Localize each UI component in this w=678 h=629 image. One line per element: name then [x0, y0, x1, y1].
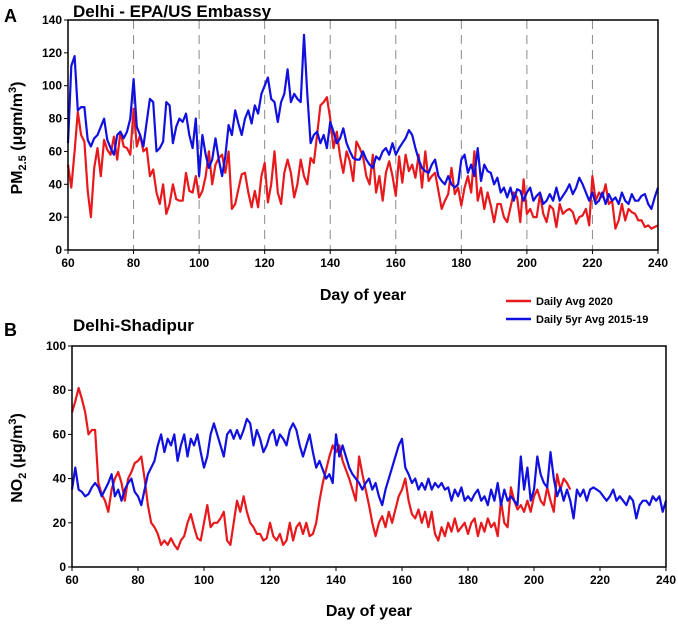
panel-b-x-axis-title: Day of year — [326, 603, 412, 620]
panel-b-x-ticks: 60 80 100 120 140 160 180 200 220 240 — [65, 567, 676, 587]
x-tick-label: 240 — [656, 573, 676, 587]
x-tick-label: 220 — [590, 573, 610, 587]
x-tick-label: 80 — [131, 573, 145, 587]
y-tick-label: 20 — [49, 210, 63, 224]
panel-b-y-ticks: 0 20 40 60 80 100 — [46, 339, 72, 574]
series-line-5yr-avg — [70, 417, 668, 520]
x-tick-label: 160 — [386, 256, 406, 270]
y-tick-label: 120 — [42, 46, 62, 60]
y-tick-label: 0 — [55, 243, 62, 257]
panel-b-plot-frame — [71, 345, 667, 568]
x-tick-label: 60 — [65, 573, 79, 587]
legend: Daily Avg 2020 Daily 5yr Avg 2015-19 — [506, 296, 648, 326]
panel-a-x-ticks: 60 80 100 120 140 160 180 200 220 240 — [61, 250, 668, 270]
y-tick-label: 60 — [53, 427, 67, 441]
x-tick-label: 240 — [648, 256, 668, 270]
panel-a-letter: A — [4, 6, 17, 26]
panel-a-y-ticks: 0 20 40 60 80 100 120 140 — [42, 13, 68, 257]
panel-a-series — [66, 33, 660, 230]
series-line-5yr-avg — [66, 33, 660, 210]
y-tick-label: 80 — [49, 112, 63, 126]
panel-b-chart: B Delhi-Shadipur 60 80 100 120 140 160 180 200 2… — [4, 316, 676, 620]
panel-a-plot-frame — [67, 19, 659, 251]
panel-b-letter: B — [4, 320, 17, 340]
panel-a-x-axis-title: Day of year — [320, 287, 406, 304]
panel-a-y-axis-title: PM2.5 (μgm/m3) — [7, 82, 29, 195]
panel-b-y-axis-title: NO2 (μg/m3) — [7, 413, 29, 503]
x-tick-label: 120 — [255, 256, 275, 270]
x-tick-label: 100 — [194, 573, 214, 587]
panel-a-title: Delhi - EPA/US Embassy — [73, 2, 272, 21]
x-tick-label: 160 — [392, 573, 412, 587]
x-tick-label: 120 — [260, 573, 280, 587]
y-tick-label: 80 — [53, 383, 67, 397]
y-tick-label: 100 — [46, 339, 66, 353]
x-tick-label: 60 — [61, 256, 75, 270]
y-tick-label: 0 — [59, 560, 66, 574]
y-tick-label: 100 — [42, 79, 62, 93]
y-tick-label: 140 — [42, 13, 62, 27]
x-tick-label: 180 — [458, 573, 478, 587]
x-tick-label: 140 — [326, 573, 346, 587]
panel-b-title: Delhi-Shadipur — [73, 316, 194, 335]
panel-b-series — [70, 386, 668, 551]
series-line-2020 — [66, 96, 659, 230]
series-line-2020 — [70, 386, 572, 551]
y-tick-label: 40 — [49, 177, 63, 191]
y-tick-label: 60 — [49, 144, 63, 158]
y-tick-label: 40 — [53, 472, 67, 486]
panel-a-gridlines — [133, 20, 593, 250]
x-tick-label: 180 — [451, 256, 471, 270]
x-tick-label: 100 — [189, 256, 209, 270]
x-tick-label: 200 — [524, 573, 544, 587]
legend-label-5yr: Daily 5yr Avg 2015-19 — [536, 314, 648, 326]
x-tick-label: 220 — [582, 256, 602, 270]
panel-a-chart: A Delhi - EPA/US Embassy 60 80 100 120 140 16… — [4, 2, 668, 304]
x-tick-label: 80 — [127, 256, 141, 270]
x-tick-label: 140 — [320, 256, 340, 270]
legend-label-2020: Daily Avg 2020 — [536, 296, 613, 308]
y-tick-label: 20 — [53, 516, 67, 530]
x-tick-label: 200 — [517, 256, 537, 270]
